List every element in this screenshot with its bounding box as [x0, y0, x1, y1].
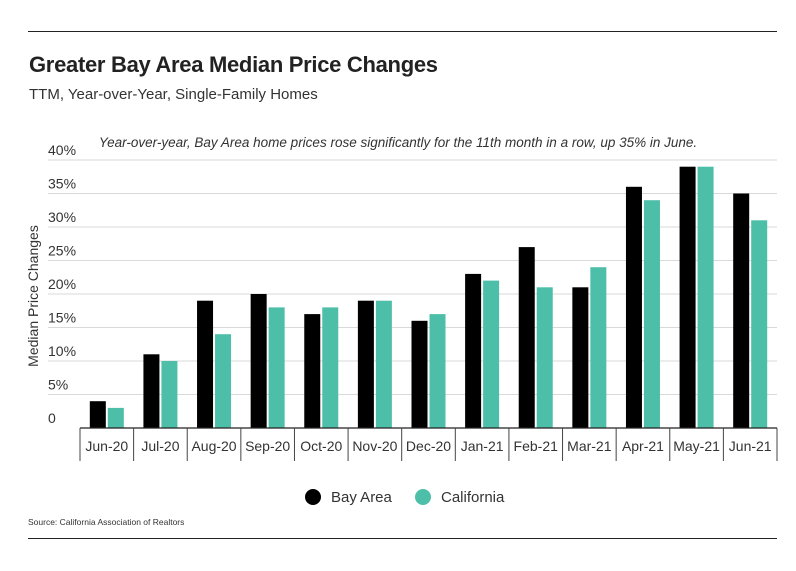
bar-california	[483, 280, 500, 428]
x-tick-label: Aug-20	[191, 438, 236, 454]
bar-california	[161, 361, 178, 428]
x-tick-label: Jun-20	[85, 438, 128, 454]
x-tick-label: Dec-20	[406, 438, 451, 454]
bar-california	[643, 200, 660, 428]
bar-bay-area	[465, 273, 482, 428]
x-tick-label: Oct-20	[300, 438, 342, 454]
bar-california	[751, 220, 768, 428]
chart-subtitle: TTM, Year-over-Year, Single-Family Homes	[29, 86, 318, 103]
x-tick-label: Mar-21	[567, 438, 612, 454]
y-tick-label: 10%	[48, 343, 76, 359]
legend-marker	[305, 489, 321, 505]
y-tick-label: 40%	[48, 142, 76, 158]
source-note: Source: California Association of Realto…	[28, 517, 185, 527]
bar-bay-area	[304, 314, 321, 428]
legend-label: Bay Area	[331, 489, 393, 506]
bar-bay-area	[250, 294, 267, 428]
x-tick-label: Nov-20	[352, 438, 397, 454]
x-tick-label: Feb-21	[514, 438, 559, 454]
x-tick-label: Jun-21	[729, 438, 772, 454]
x-tick-label: Sep-20	[245, 438, 290, 454]
y-tick-label: 20%	[48, 276, 76, 292]
bar-california	[375, 300, 392, 428]
y-tick-label: 35%	[48, 176, 76, 192]
x-tick-label: May-21	[673, 438, 720, 454]
bar-bay-area	[411, 320, 428, 428]
legend-marker	[415, 489, 431, 505]
bar-california	[697, 166, 714, 428]
y-tick-label: 0	[48, 410, 56, 426]
bar-california	[107, 407, 124, 428]
bar-california	[215, 334, 232, 428]
x-tick-label: Jul-20	[141, 438, 179, 454]
bar-california	[429, 314, 446, 428]
bar-california	[268, 307, 285, 428]
bar-bay-area	[143, 354, 160, 428]
bottom-rule	[28, 538, 777, 539]
bar-california	[322, 307, 339, 428]
bar-california	[536, 287, 553, 428]
y-tick-label: 30%	[48, 209, 76, 225]
bar-bay-area	[89, 401, 106, 428]
chart-annotation: Year-over-year, Bay Area home prices ros…	[98, 135, 698, 150]
bar-bay-area	[572, 287, 589, 428]
legend-label: California	[441, 489, 505, 506]
y-tick-label: 25%	[48, 243, 76, 259]
bar-bay-area	[625, 186, 642, 428]
bar-bay-area	[197, 300, 214, 428]
bar-bay-area	[679, 166, 696, 428]
y-tick-label: 15%	[48, 310, 76, 326]
bar-california	[590, 267, 607, 428]
y-tick-label: 5%	[48, 377, 68, 393]
chart-title: Greater Bay Area Median Price Changes	[29, 52, 438, 77]
x-tick-label: Jan-21	[461, 438, 504, 454]
y-axis-title: Median Price Changes	[25, 225, 41, 367]
x-tick-label: Apr-21	[622, 438, 664, 454]
bar-bay-area	[357, 300, 374, 428]
bar-bay-area	[733, 193, 750, 428]
bar-bay-area	[518, 247, 535, 428]
top-rule	[28, 31, 777, 32]
